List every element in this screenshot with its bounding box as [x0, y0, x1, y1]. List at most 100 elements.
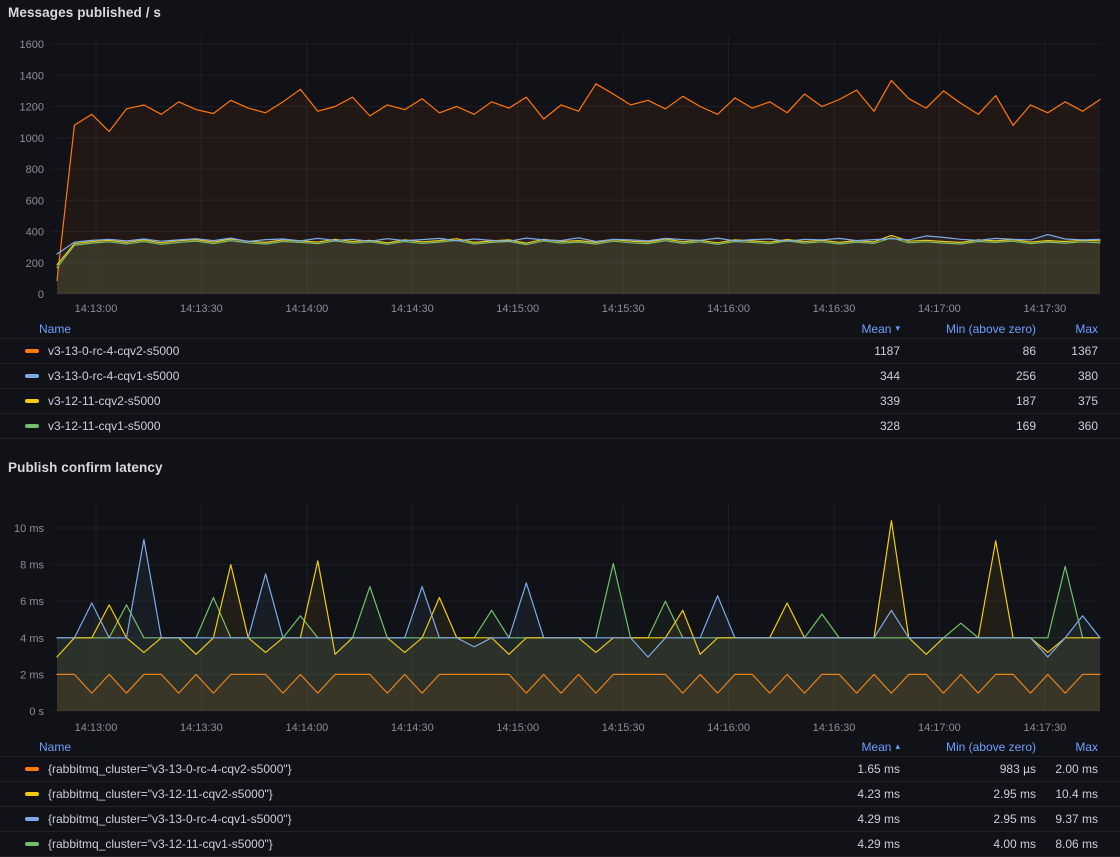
y-tick-label: 1600: [20, 39, 44, 51]
series-max: 10.4 ms: [1055, 787, 1098, 801]
legend-col-name[interactable]: Name: [39, 321, 72, 336]
series-area-1: [57, 237, 1100, 294]
panel-title[interactable]: Publish confirm latency: [8, 460, 163, 475]
legend-col-name[interactable]: Name: [39, 739, 72, 754]
legend-table: Name Mean ▴ Min (above zero) Max {rabbit…: [0, 737, 1120, 857]
series-name[interactable]: {rabbitmq_cluster="v3-12-11-cqv2-s5000"}: [48, 787, 273, 801]
series-line-0: [56, 79, 1101, 282]
legend-row: v3-12-11-cqv1-s5000 328 169 360: [0, 413, 1120, 439]
series-area-2: [57, 520, 1100, 711]
panel-publish-confirm-latency: Publish confirm latency 14:13:00 14:13:30…: [0, 455, 1120, 857]
legend-col-max[interactable]: Max: [1075, 739, 1098, 754]
sort-caret-icon: ▴: [895, 741, 900, 751]
series-max: 9.37 ms: [1055, 812, 1098, 826]
series-color-swatch[interactable]: [25, 424, 39, 428]
legend-row: {rabbitmq_cluster="v3-13-0-rc-4-cqv2-s50…: [0, 756, 1120, 781]
x-tick-label: 14:17:30: [1023, 303, 1066, 315]
x-tick-label: 14:13:00: [75, 303, 118, 315]
series-area-3: [57, 234, 1100, 294]
series-area-3: [57, 539, 1100, 711]
panel-messages-published: Messages published / s 14:13:00 14:13:30 1…: [0, 0, 1120, 439]
series-area-0: [57, 80, 1100, 295]
x-tick-label: 14:15:00: [496, 303, 539, 315]
series-min: 2.95 ms: [993, 787, 1036, 801]
series-mean: 4.29 ms: [857, 837, 900, 851]
series-name[interactable]: {rabbitmq_cluster="v3-12-11-cqv1-s5000"}: [48, 837, 273, 851]
series-min: 4.00 ms: [993, 837, 1036, 851]
series-name[interactable]: v3-13-0-rc-4-cqv1-s5000: [48, 369, 180, 383]
x-tick-label: 14:13:00: [75, 722, 118, 734]
y-tick-label: 0 s: [29, 706, 44, 718]
series-max: 8.06 ms: [1055, 837, 1098, 851]
legend-rows: v3-13-0-rc-4-cqv2-s5000 1187 86 1367 v3-13-0…: [0, 338, 1120, 439]
series-max: 2.00 ms: [1055, 762, 1098, 776]
legend-col-min[interactable]: Min (above zero): [945, 739, 1036, 754]
y-tick-label: 6 ms: [20, 596, 44, 608]
y-tick-label: 1000: [20, 133, 44, 145]
y-tick-label: 10 ms: [14, 523, 44, 535]
legend-header: Name Mean ▾ Min (above zero) Max: [0, 319, 1120, 338]
series-area-1: [57, 563, 1100, 711]
series-name[interactable]: {rabbitmq_cluster="v3-13-0-rc-4-cqv1-s50…: [48, 812, 292, 826]
legend-col-mean[interactable]: Mean ▴: [790, 740, 900, 754]
series-area-0: [57, 674, 1100, 711]
y-tick-label: 200: [26, 258, 44, 270]
series-max: 360: [1077, 419, 1098, 433]
publish-confirm-latency-chart[interactable]: 14:13:00 14:13:30 14:14:00 14:14:30 14:15:00…: [0, 455, 1120, 735]
panel-title[interactable]: Messages published / s: [8, 5, 162, 20]
x-tick-label: 14:14:30: [391, 722, 434, 734]
series-name[interactable]: v3-13-0-rc-4-cqv2-s5000: [48, 344, 180, 358]
series-max: 380: [1077, 369, 1098, 383]
series-mean: 1187: [874, 344, 900, 358]
series-line-2: [56, 520, 1101, 658]
legend-col-mean[interactable]: Mean ▾: [790, 322, 900, 336]
series-name[interactable]: {rabbitmq_cluster="v3-13-0-rc-4-cqv2-s50…: [48, 762, 292, 776]
y-tick-label: 8 ms: [20, 560, 44, 572]
legend-header: Name Mean ▴ Min (above zero) Max: [0, 737, 1120, 756]
series-name[interactable]: v3-12-11-cqv2-s5000: [48, 394, 161, 408]
series-color-swatch[interactable]: [25, 842, 39, 846]
x-tick-label: 14:15:30: [602, 722, 645, 734]
series-name[interactable]: v3-12-11-cqv1-s5000: [48, 419, 161, 433]
y-tick-label: 2 ms: [20, 669, 44, 681]
series-min: 256: [1015, 369, 1036, 383]
series-area-2: [57, 235, 1100, 294]
y-tick-label: 1400: [20, 70, 44, 82]
x-tick-label: 14:14:00: [285, 722, 328, 734]
series-min: 2.95 ms: [993, 812, 1036, 826]
series-min: 169: [1015, 419, 1036, 433]
messages-published-chart[interactable]: 14:13:00 14:13:30 14:14:00 14:14:30 14:15:00…: [0, 0, 1120, 318]
series-max: 375: [1077, 394, 1098, 408]
legend-col-min[interactable]: Min (above zero): [945, 321, 1036, 336]
series-color-swatch[interactable]: [25, 349, 39, 353]
series-mean: 339: [879, 394, 900, 408]
series-max: 1367: [1071, 344, 1098, 358]
series-min: 983 µs: [999, 762, 1036, 776]
legend-row: {rabbitmq_cluster="v3-13-0-rc-4-cqv1-s50…: [0, 806, 1120, 831]
series-mean: 344: [879, 369, 900, 383]
series-mean: 328: [879, 419, 900, 433]
series-line-3: [56, 538, 1101, 658]
series-line-3: [56, 234, 1101, 255]
y-tick-label: 400: [26, 227, 44, 239]
x-tick-label: 14:14:30: [391, 303, 434, 315]
x-tick-label: 14:15:30: [602, 303, 645, 315]
series-color-swatch[interactable]: [25, 817, 39, 821]
sort-caret-icon: ▾: [895, 323, 900, 333]
y-tick-label: 800: [26, 164, 44, 176]
series-min: 86: [1022, 344, 1036, 358]
series-color-swatch[interactable]: [25, 399, 39, 403]
legend-row: v3-13-0-rc-4-cqv2-s5000 1187 86 1367: [0, 338, 1120, 363]
x-tick-label: 14:16:00: [707, 722, 750, 734]
legend-rows: {rabbitmq_cluster="v3-13-0-rc-4-cqv2-s50…: [0, 756, 1120, 857]
series-line-1: [56, 237, 1101, 269]
legend-row: v3-12-11-cqv2-s5000 339 187 375: [0, 388, 1120, 413]
y-tick-label: 1200: [20, 102, 44, 114]
legend-col-max[interactable]: Max: [1075, 321, 1098, 336]
series-mean: 4.29 ms: [857, 812, 900, 826]
series-color-swatch[interactable]: [25, 792, 39, 796]
series-color-swatch[interactable]: [25, 374, 39, 378]
series-color-swatch[interactable]: [25, 767, 39, 771]
x-tick-label: 14:17:00: [918, 303, 961, 315]
legend-row: {rabbitmq_cluster="v3-12-11-cqv2-s5000"}…: [0, 781, 1120, 806]
